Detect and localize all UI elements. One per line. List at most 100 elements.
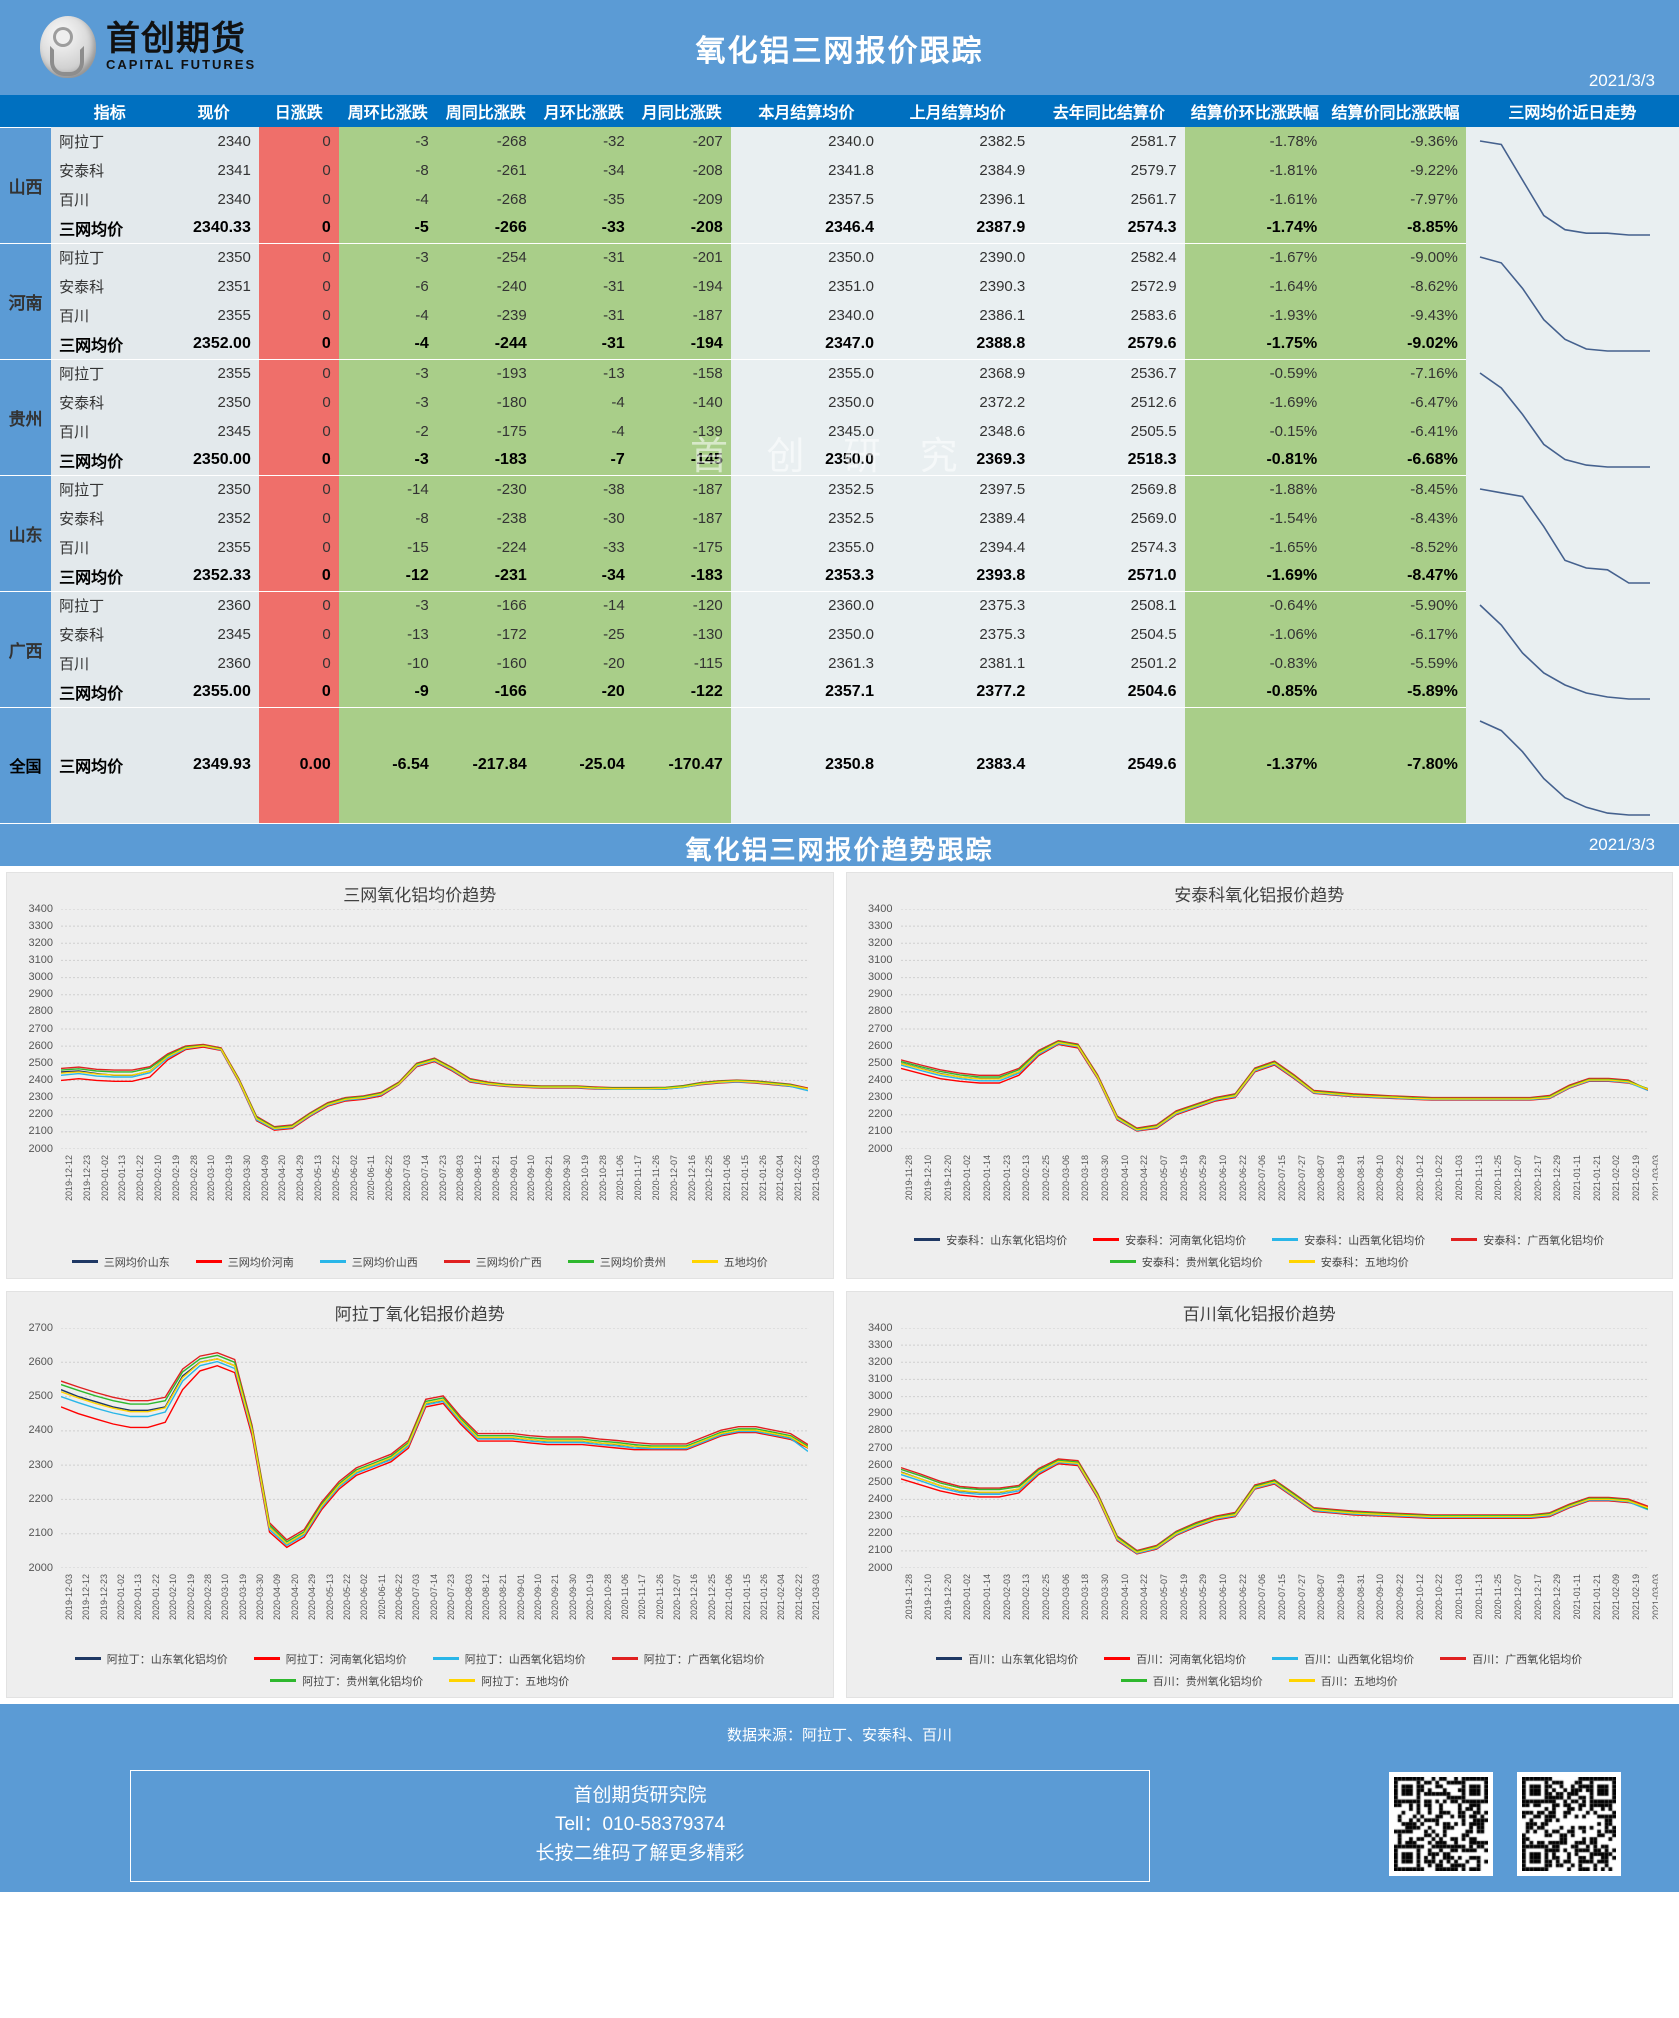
cell-last_y: 2504.6 bbox=[1033, 678, 1185, 708]
legend-item[interactable]: 百川：山西氧化铝均价 bbox=[1272, 1651, 1414, 1667]
legend-item[interactable]: 三网均价山东 bbox=[71, 1254, 170, 1270]
cell-mom: -20 bbox=[534, 678, 633, 708]
qr-code-wechat[interactable] bbox=[1389, 1771, 1493, 1876]
cell-mom_pct: -1.37% bbox=[1184, 707, 1326, 823]
x-tick: 2021-03-03 bbox=[811, 1154, 819, 1201]
legend-item[interactable]: 安泰科：山西氧化铝均价 bbox=[1272, 1232, 1425, 1248]
cell-day: 0 bbox=[258, 156, 339, 185]
x-tick: 2020-04-09 bbox=[272, 1573, 283, 1620]
cell-name: 百川 bbox=[51, 533, 169, 562]
x-tick: 2021-01-06 bbox=[724, 1573, 735, 1620]
cell-price: 2350 bbox=[168, 475, 259, 504]
qr-code-official-image bbox=[1522, 1776, 1616, 1871]
legend-item[interactable]: 阿拉丁：贵州氧化铝均价 bbox=[270, 1673, 423, 1689]
x-tick: 2020-05-13 bbox=[324, 1573, 335, 1620]
cell-this_m: 2346.4 bbox=[730, 214, 883, 244]
legend-item[interactable]: 阿拉丁：五地均价 bbox=[449, 1673, 569, 1689]
qr-code-official[interactable] bbox=[1517, 1771, 1621, 1876]
x-tick: 2020-07-27 bbox=[1296, 1573, 1307, 1620]
legend-item[interactable]: 三网均价广西 bbox=[443, 1254, 542, 1270]
th-5: 月环比涨跌 bbox=[534, 95, 633, 127]
cell-wyoy: -238 bbox=[436, 504, 535, 533]
x-tick: 2020-04-22 bbox=[1139, 1154, 1150, 1201]
cell-mom: -32 bbox=[534, 127, 633, 156]
legend-label: 阿拉丁：山东氧化铝均价 bbox=[106, 1653, 228, 1666]
cell-mom_pct: -1.69% bbox=[1184, 562, 1326, 592]
y-axis-labels: 2700 2600 2500 2400 2300 2200 2100 2000 bbox=[7, 1322, 55, 1574]
legend-item[interactable]: 三网均价河南 bbox=[195, 1254, 294, 1270]
legend-item[interactable]: 安泰科：贵州氧化铝均价 bbox=[1109, 1254, 1263, 1270]
x-tick: 2021-02-22 bbox=[793, 1573, 804, 1620]
th-6: 月同比涨跌 bbox=[632, 95, 731, 127]
x-tick: 2020-07-27 bbox=[1296, 1154, 1307, 1201]
x-tick: 2020-03-19 bbox=[224, 1154, 235, 1201]
legend-item[interactable]: 安泰科：河南氧化铝均价 bbox=[1093, 1232, 1246, 1248]
legend-item[interactable]: 阿拉丁：河南氧化铝均价 bbox=[253, 1651, 407, 1667]
cell-this_m: 2355.0 bbox=[730, 533, 883, 562]
x-tick: 2020-05-22 bbox=[341, 1573, 352, 1620]
legend-item[interactable]: 三网均价山西 bbox=[319, 1254, 418, 1270]
legend-item[interactable]: 百川：广西氧化铝均价 bbox=[1440, 1651, 1582, 1667]
x-tick: 2020-09-01 bbox=[515, 1573, 526, 1620]
cell-yoy_pct: -8.43% bbox=[1325, 504, 1466, 533]
legend-item[interactable]: 安泰科：广西氧化铝均价 bbox=[1451, 1232, 1604, 1248]
cell-last_m: 2381.1 bbox=[882, 649, 1034, 678]
x-tick: 2020-09-21 bbox=[544, 1154, 555, 1201]
cell-wow: -6.54 bbox=[338, 707, 437, 823]
cell-last_m: 2372.2 bbox=[882, 388, 1034, 417]
y-tick: 2300 bbox=[28, 1458, 53, 1471]
cell-this_m: 2350.8 bbox=[730, 707, 883, 823]
x-tick: 2020-02-03 bbox=[1001, 1573, 1012, 1620]
cell-name: 安泰科 bbox=[51, 388, 169, 417]
cell-name: 三网均价 bbox=[51, 562, 169, 592]
cell-name: 三网均价 bbox=[51, 446, 169, 476]
y-tick: 3300 bbox=[868, 1338, 893, 1351]
legend-item[interactable]: 安泰科：山东氧化铝均价 bbox=[914, 1232, 1067, 1248]
y-tick: 2100 bbox=[868, 1125, 893, 1138]
y-tick: 3300 bbox=[868, 919, 893, 932]
legend-item[interactable]: 百川：五地均价 bbox=[1288, 1673, 1398, 1689]
cell-last_m: 2388.8 bbox=[882, 330, 1034, 360]
legend-item[interactable]: 安泰科：五地均价 bbox=[1288, 1254, 1409, 1270]
cell-wow: -2 bbox=[338, 417, 437, 446]
cell-price: 2340 bbox=[168, 185, 259, 214]
legend-item[interactable]: 百川：山东氧化铝均价 bbox=[936, 1651, 1078, 1667]
legend-item[interactable]: 阿拉丁：广西氧化铝均价 bbox=[611, 1651, 765, 1667]
x-tick: 2020-11-25 bbox=[1493, 1154, 1504, 1200]
x-tick: 2020-05-07 bbox=[1159, 1573, 1170, 1620]
cell-day: 0 bbox=[258, 533, 339, 562]
cell-last_y: 2569.0 bbox=[1033, 504, 1185, 533]
x-tick: 2020-09-10 bbox=[1375, 1573, 1386, 1620]
cell-wyoy: -183 bbox=[436, 446, 535, 476]
legend-item[interactable]: 三网均价贵州 bbox=[567, 1254, 666, 1270]
cell-yoy_pct: -8.52% bbox=[1325, 533, 1466, 562]
legend-swatch bbox=[449, 1679, 476, 1682]
x-tick: 2019-12-20 bbox=[942, 1154, 953, 1201]
legend-item[interactable]: 百川：河南氧化铝均价 bbox=[1104, 1651, 1246, 1667]
cell-wow: -15 bbox=[338, 533, 437, 562]
cell-day: 0 bbox=[258, 562, 339, 592]
cell-name: 阿拉丁 bbox=[51, 591, 169, 620]
x-tick: 2020-06-02 bbox=[359, 1573, 370, 1620]
brand-name-cn: 首创期货 bbox=[106, 19, 246, 58]
cell-last_y: 2512.6 bbox=[1033, 388, 1185, 417]
x-tick: 2021-01-15 bbox=[739, 1154, 750, 1201]
legend-label: 三网均价河南 bbox=[227, 1256, 294, 1269]
legend-label: 三网均价贵州 bbox=[599, 1256, 666, 1269]
legend-item[interactable]: 阿拉丁：山东氧化铝均价 bbox=[74, 1651, 228, 1667]
x-tick: 2020-11-17 bbox=[637, 1573, 648, 1619]
y-tick: 2000 bbox=[868, 1142, 893, 1155]
y-tick: 2800 bbox=[868, 1005, 893, 1018]
cell-yoy_pct: -7.80% bbox=[1325, 707, 1466, 823]
cell-last_y: 2549.6 bbox=[1033, 707, 1185, 823]
x-tick: 2020-02-19 bbox=[185, 1573, 196, 1620]
cell-this_m: 2350.0 bbox=[730, 446, 883, 476]
legend-item[interactable]: 阿拉丁：山西氧化铝均价 bbox=[432, 1651, 586, 1667]
x-tick: 2020-07-03 bbox=[401, 1154, 412, 1201]
chart-title: 安泰科氧化铝报价趋势 bbox=[1174, 885, 1345, 905]
trend-section-title: 氧化铝三网报价趋势跟踪 bbox=[685, 834, 994, 865]
table-row: 安泰科 2345 0 -13 -172 -25 -130 2350.0 2375.3 2504.5… bbox=[0, 620, 1679, 649]
legend-item[interactable]: 百川：贵州氧化铝均价 bbox=[1120, 1673, 1263, 1689]
x-tick: 2020-08-03 bbox=[463, 1573, 474, 1620]
legend-item[interactable]: 五地均价 bbox=[691, 1254, 768, 1270]
